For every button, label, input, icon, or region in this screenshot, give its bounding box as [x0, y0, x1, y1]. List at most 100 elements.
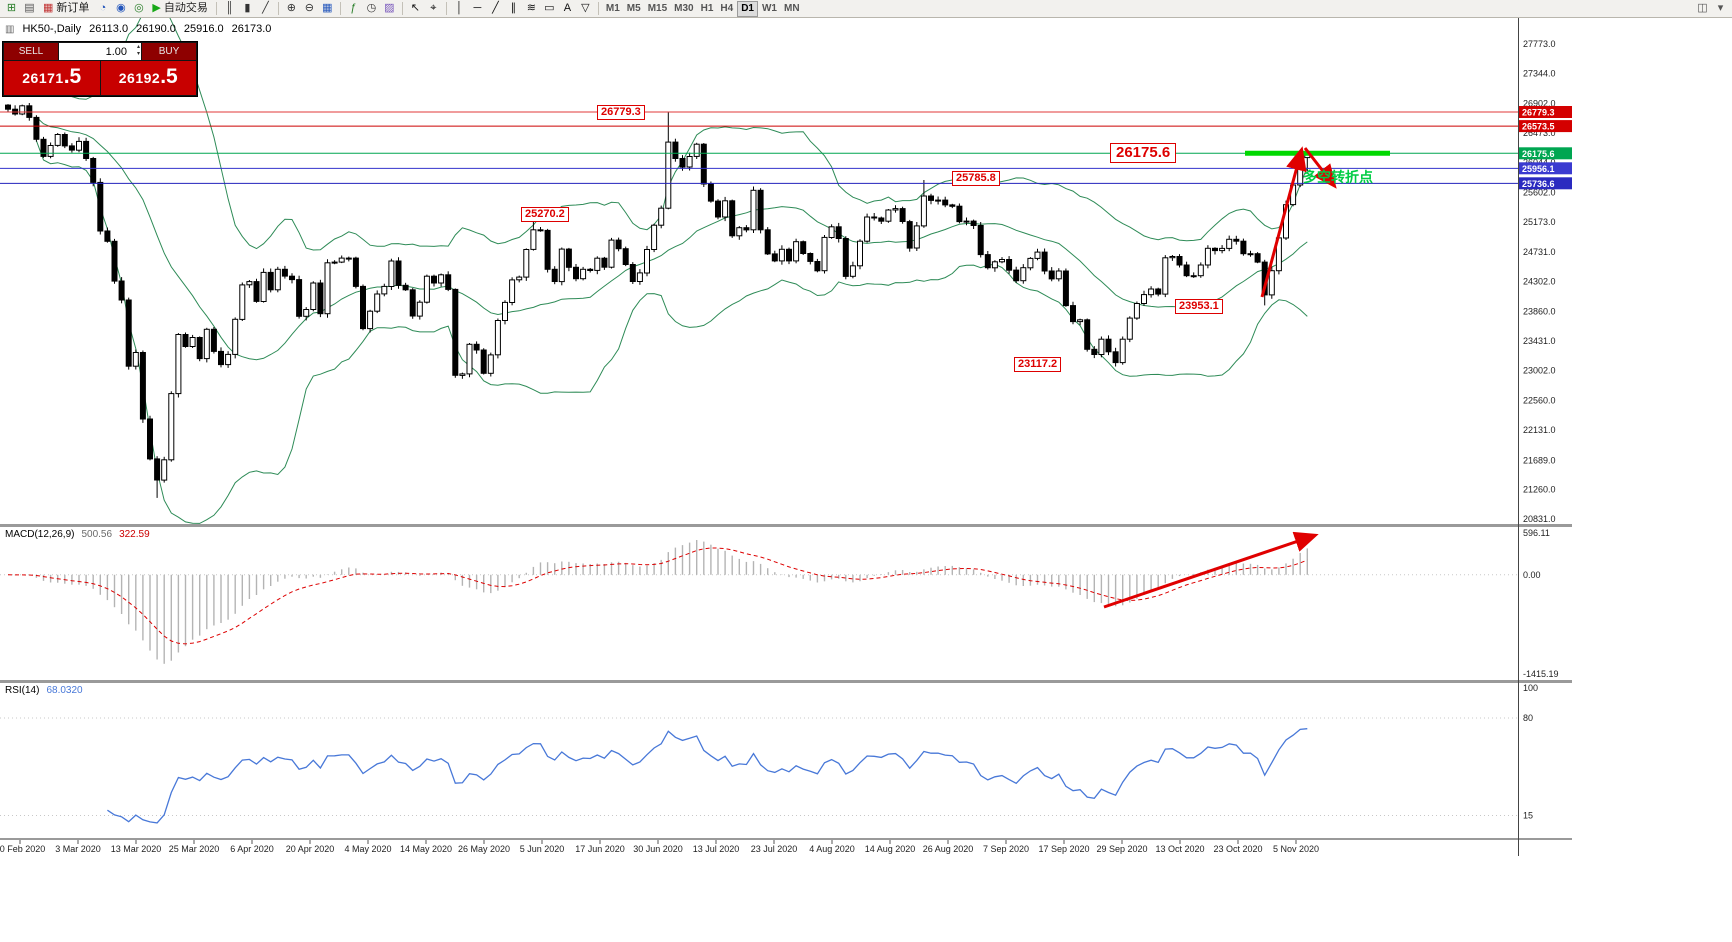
svg-text:6 Apr 2020: 6 Apr 2020 [230, 844, 274, 854]
svg-text:23002.0: 23002.0 [1523, 366, 1556, 376]
arrows-tool-icon[interactable]: ▽ [581, 2, 590, 14]
price-annotation-label[interactable]: 23117.2 [1014, 357, 1062, 372]
price-annotation-label[interactable]: 26175.6 [1110, 143, 1177, 163]
svg-text:24302.0: 24302.0 [1523, 277, 1556, 287]
text-label-icon[interactable]: A [563, 2, 572, 14]
periods-icon[interactable]: ◷ [366, 2, 377, 14]
svg-text:7 Sep 2020: 7 Sep 2020 [983, 844, 1029, 854]
horizontal-level-lines [0, 111, 1518, 184]
sell-price-button[interactable]: 26171.5 [4, 61, 100, 95]
svg-text:4 Aug 2020: 4 Aug 2020 [809, 844, 855, 854]
timeframe-m5[interactable]: M5 [626, 2, 641, 14]
window-dock-icon[interactable]: ◫ [1697, 2, 1708, 14]
vertical-line-icon[interactable]: │ [455, 2, 463, 14]
toolbar-separator [445, 2, 447, 15]
auto-trading-button[interactable]: ▶ 自动交易 [148, 1, 211, 16]
toolbar: ⊞ ▤ ▦ 新订单 ◔ ◉ ◎ ▶ 自动交易 ║ ▮ ╱ ⊕ ⊖ ▦ ƒ ◷ ▨ ↖ ⌖ │ ─ ╱ ∥ ≋ ▭ A ▽ M1 M5 M15… [0, 0, 1732, 18]
svg-text:20 Feb 2020: 20 Feb 2020 [0, 844, 45, 854]
price-fraction-digits: .5 [160, 65, 178, 88]
timeframe-m30[interactable]: M30 [674, 2, 694, 14]
svg-text:25173.0: 25173.0 [1523, 217, 1556, 227]
macd-signal-value: 322.59 [119, 529, 150, 540]
toolbar-separator [597, 2, 599, 15]
price-annotation-label[interactable]: 23953.1 [1175, 299, 1223, 314]
chart-symbol-label: HK50-,Daily [22, 23, 82, 35]
macd-name: MACD(12,26,9) [5, 529, 75, 540]
window-menu-icon[interactable]: ▾ [1717, 2, 1724, 14]
timeframe-m1[interactable]: M1 [605, 2, 620, 14]
volume-decrease-button[interactable]: ▾ [136, 51, 140, 57]
ohlc-low: 25916.0 [183, 23, 224, 35]
turning-point-text[interactable]: 多空转折点 [1303, 169, 1373, 185]
svg-text:15: 15 [1523, 811, 1533, 821]
timeframe-mn[interactable]: MN [783, 2, 800, 14]
svg-text:23431.0: 23431.0 [1523, 336, 1556, 346]
zoom-in-icon[interactable]: ⊕ [286, 2, 296, 14]
tile-windows-icon[interactable]: ▦ [322, 2, 333, 14]
market-watch-icon[interactable]: ◔ [99, 2, 107, 14]
auto-trading-button-label: 自动交易 [163, 2, 208, 14]
panel-separators [0, 18, 1572, 856]
svg-text:17 Jun 2020: 17 Jun 2020 [575, 844, 625, 854]
indicators-icon[interactable]: ƒ [350, 2, 357, 14]
trend-arrows [1260, 146, 1337, 298]
svg-text:26779.3: 26779.3 [1522, 108, 1555, 118]
timeframe-h1[interactable]: H1 [700, 2, 714, 14]
rsi-name: RSI(14) [5, 685, 40, 696]
horizontal-line-icon[interactable]: ─ [473, 2, 482, 14]
templates-icon[interactable]: ▨ [384, 2, 395, 14]
timeframe-h4[interactable]: H4 [720, 2, 734, 14]
price-annotation-label[interactable]: 26779.3 [597, 105, 645, 120]
volume-increase-button[interactable]: ▴ [136, 44, 140, 50]
svg-text:27344.0: 27344.0 [1523, 68, 1556, 78]
new-order-button-icon: ▦ [43, 2, 54, 14]
bollinger-bands [35, 0, 1308, 524]
svg-text:21689.0: 21689.0 [1523, 455, 1556, 465]
macd-main-value: 500.56 [81, 529, 113, 540]
svg-text:30 Jun 2020: 30 Jun 2020 [633, 844, 683, 854]
svg-text:26 May 2020: 26 May 2020 [458, 844, 510, 854]
zoom-out-icon[interactable]: ⊖ [304, 2, 314, 14]
price-annotation-label[interactable]: 25785.8 [952, 171, 1000, 186]
crosshair-icon[interactable]: ⌖ [430, 2, 437, 14]
svg-text:25602.0: 25602.0 [1523, 188, 1556, 198]
svg-text:20831.0: 20831.0 [1523, 514, 1556, 524]
line-chart-icon[interactable]: ╱ [262, 2, 269, 14]
timeframe-w1[interactable]: W1 [761, 2, 777, 14]
svg-text:29 Sep 2020: 29 Sep 2020 [1096, 844, 1147, 854]
timeframe-m15[interactable]: M15 [647, 2, 668, 14]
price-main-digits: 26171 [22, 70, 64, 86]
svg-text:23 Oct 2020: 23 Oct 2020 [1213, 844, 1262, 854]
svg-text:26175.6: 26175.6 [1522, 149, 1555, 159]
svg-text:26473.0: 26473.0 [1523, 128, 1556, 138]
data-window-icon[interactable]: ◉ [116, 2, 126, 14]
bar-chart-icon[interactable]: ║ [225, 2, 234, 14]
svg-text:26573.5: 26573.5 [1522, 122, 1555, 132]
candlestick-chart-icon[interactable]: ▮ [244, 2, 251, 14]
new-order-button[interactable]: ▦ 新订单 [39, 1, 93, 16]
profiles-icon[interactable]: ▤ [24, 2, 35, 14]
new-chart-icon[interactable]: ⊞ [6, 2, 17, 14]
buy-price-button[interactable]: 26192.5 [100, 61, 196, 95]
shapes-icon[interactable]: ▭ [544, 2, 555, 14]
volume-value[interactable]: 1.00 [105, 45, 127, 58]
sell-button[interactable]: SELL [4, 43, 58, 60]
buy-button[interactable]: BUY [142, 43, 196, 60]
cursor-icon[interactable]: ↖ [410, 2, 420, 14]
svg-text:25 Mar 2020: 25 Mar 2020 [169, 844, 220, 854]
price-annotation-label[interactable]: 25270.2 [521, 207, 569, 222]
svg-text:-1415.19: -1415.19 [1523, 669, 1559, 679]
auto-trading-button-icon: ▶ [152, 2, 161, 14]
svg-text:20 Apr 2020: 20 Apr 2020 [286, 844, 335, 854]
macd-trend-arrow [1103, 531, 1319, 609]
fibonacci-icon[interactable]: ≋ [526, 2, 536, 14]
svg-text:14 May 2020: 14 May 2020 [400, 844, 452, 854]
navigator-icon[interactable]: ◎ [134, 2, 144, 14]
toolbar-separator [277, 2, 279, 15]
rsi-indicator-header: RSI(14) 68.0320 [5, 685, 83, 696]
trendline-icon[interactable]: ╱ [492, 2, 499, 14]
timeframe-d1[interactable]: D1 [737, 0, 758, 17]
volume-stepper[interactable]: 1.00 ▴ ▾ [59, 43, 141, 60]
equidistant-channel-icon[interactable]: ∥ [510, 2, 517, 14]
